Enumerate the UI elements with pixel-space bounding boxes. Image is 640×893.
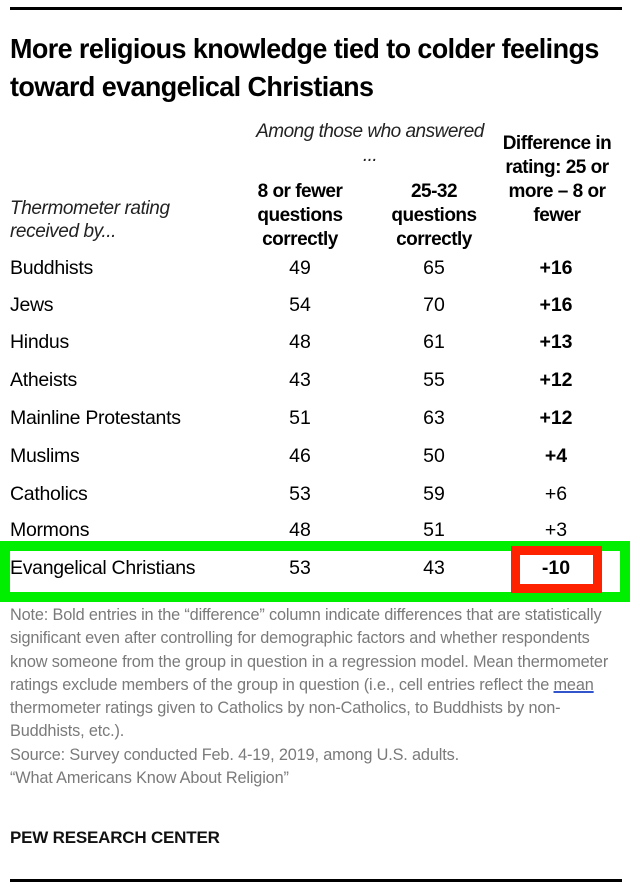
highlight-cell-outline bbox=[511, 546, 602, 593]
bottom-rule bbox=[10, 879, 622, 882]
top-rule bbox=[10, 7, 622, 10]
value-difference: +6 bbox=[544, 483, 568, 505]
brand-logo-text: PEW RESEARCH CENTER bbox=[10, 828, 220, 847]
value-low: 48 bbox=[289, 519, 311, 541]
note-part: thermometer ratings given to Catholics b… bbox=[10, 699, 561, 741]
column-group-header: Among those who answered ... bbox=[256, 121, 484, 166]
source-text: Source: Survey conducted Feb. 4-19, 2019… bbox=[10, 745, 459, 764]
column-header-difference: Difference in rating: 25 or more – 8 or … bbox=[502, 133, 612, 226]
table-row-highlighted: Evangelical Christians 53 43 -10 bbox=[0, 551, 640, 588]
value-difference: +3 bbox=[544, 519, 568, 541]
value-low: 43 bbox=[289, 369, 311, 391]
value-low: 46 bbox=[289, 445, 311, 467]
table-row: Atheists 43 55 +12 bbox=[0, 363, 640, 400]
value-low: 51 bbox=[289, 407, 311, 429]
row-label: Muslims bbox=[10, 445, 80, 467]
table-row: Hindus 48 61 +13 bbox=[0, 325, 640, 362]
value-high: 61 bbox=[423, 331, 445, 353]
value-high: 50 bbox=[423, 445, 445, 467]
value-difference: +16 bbox=[539, 294, 573, 316]
value-difference: +12 bbox=[539, 407, 573, 429]
value-difference: -10 bbox=[541, 557, 571, 579]
note-mean-underlined: mean bbox=[553, 675, 594, 694]
value-difference: +16 bbox=[539, 257, 573, 279]
row-label: Evangelical Christians bbox=[10, 557, 196, 579]
table-row: Mormons 48 51 +3 bbox=[0, 513, 640, 550]
value-low: 54 bbox=[289, 294, 311, 316]
note-text: Note: Bold entries in the “difference” c… bbox=[10, 604, 620, 744]
table-row: Mainline Protestants 51 63 +12 bbox=[0, 401, 640, 438]
value-difference: +4 bbox=[544, 445, 568, 467]
value-high: 59 bbox=[423, 483, 445, 505]
value-high: 70 bbox=[423, 294, 445, 316]
table-row: Muslims 46 50 +4 bbox=[0, 439, 640, 476]
value-difference: +13 bbox=[539, 331, 573, 353]
table-row: Jews 54 70 +16 bbox=[0, 288, 640, 325]
row-label: Catholics bbox=[10, 483, 88, 505]
notes: Note: Bold entries in the “difference” c… bbox=[10, 604, 620, 790]
report-title: “What Americans Know About Religion” bbox=[10, 769, 289, 788]
highlight-row-outline bbox=[0, 541, 630, 602]
value-low: 53 bbox=[289, 557, 311, 579]
row-label: Mormons bbox=[10, 519, 90, 541]
row-header-label: Thermometer rating received by... bbox=[10, 198, 170, 242]
row-label: Mainline Protestants bbox=[10, 407, 181, 429]
value-high: 63 bbox=[423, 407, 445, 429]
table-row: Buddhists 49 65 +16 bbox=[0, 251, 640, 288]
column-header-low: 8 or fewer questions correctly bbox=[257, 181, 343, 250]
row-label: Atheists bbox=[10, 369, 77, 391]
value-low: 48 bbox=[289, 331, 311, 353]
row-label: Buddhists bbox=[10, 257, 93, 279]
value-high: 51 bbox=[423, 519, 445, 541]
value-difference: +12 bbox=[539, 369, 573, 391]
note-part: Note: Bold entries in the “difference” c… bbox=[10, 606, 609, 694]
table-row: Catholics 53 59 +6 bbox=[0, 477, 640, 514]
value-low: 49 bbox=[289, 257, 311, 279]
row-label: Hindus bbox=[10, 331, 69, 353]
value-high: 65 bbox=[423, 257, 445, 279]
row-label: Jews bbox=[10, 294, 54, 316]
value-high: 43 bbox=[423, 557, 445, 579]
value-high: 55 bbox=[423, 369, 445, 391]
chart-title: More religious knowledge tied to colder … bbox=[10, 33, 599, 102]
value-low: 53 bbox=[289, 483, 311, 505]
column-header-high: 25-32 questions correctly bbox=[391, 181, 477, 250]
